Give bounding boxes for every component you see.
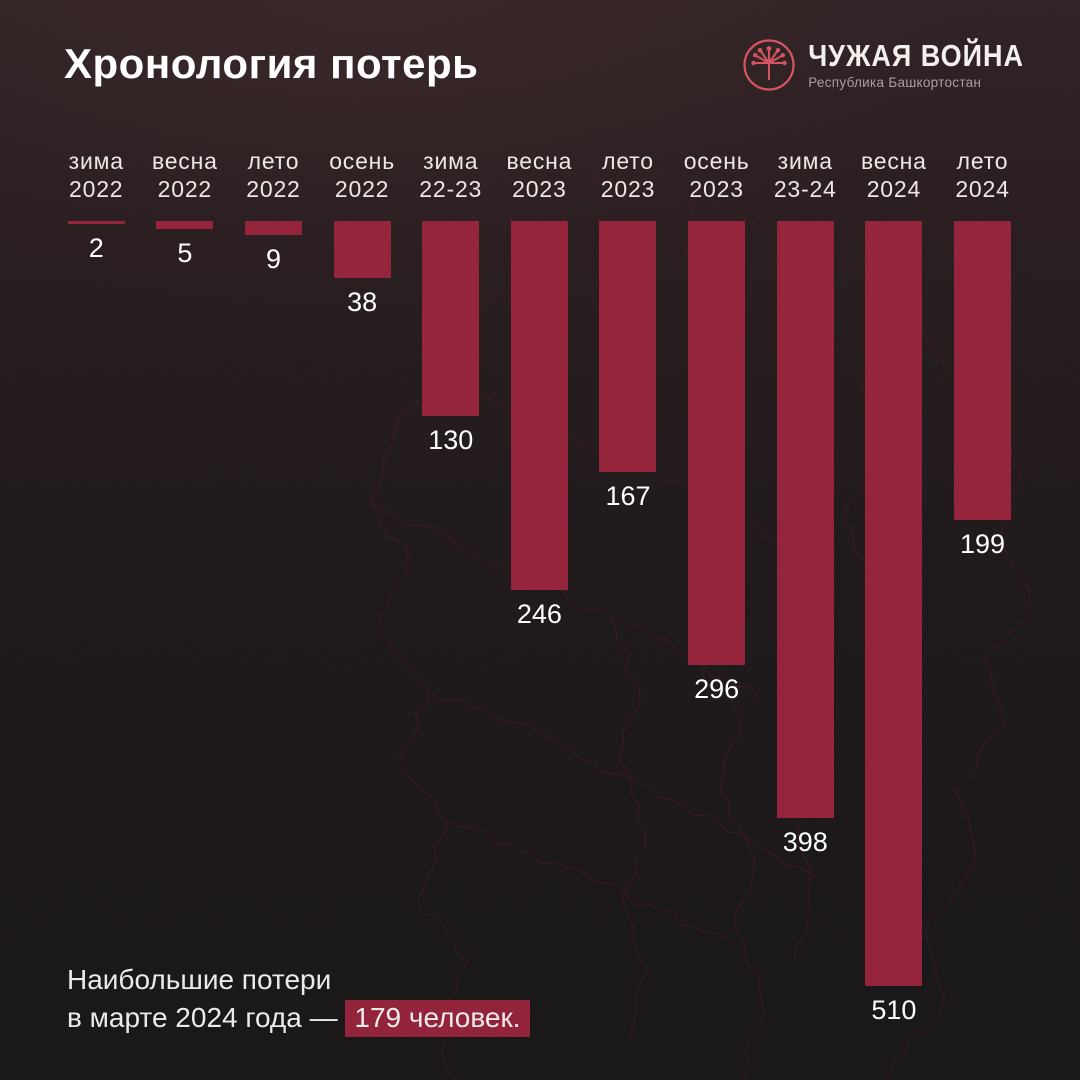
- bar-value-label: 296: [694, 674, 740, 704]
- logo-name: ЧУЖАЯ ВОЙНА: [808, 38, 1024, 73]
- bar: [865, 221, 923, 986]
- annotation-line2: в марте 2024 года — 179 человек.: [67, 999, 530, 1037]
- annotation-line1: Наибольшие потери: [67, 964, 332, 995]
- bar-value-label: 2: [88, 233, 104, 263]
- bar: [333, 221, 391, 278]
- category-label: весна 2022: [151, 148, 218, 202]
- annotation-highlight: 179 человек.: [345, 1000, 530, 1037]
- chart-column: зима 23-24 398: [761, 0, 850, 1080]
- bar-value-label: 38: [347, 287, 378, 317]
- bar: [776, 221, 834, 818]
- chart-column: весна 2023 246: [495, 0, 584, 1080]
- kurai-flower-icon: [743, 39, 795, 91]
- category-label: лето 2024: [955, 148, 1010, 202]
- bar: [156, 221, 214, 229]
- bar: [954, 221, 1011, 520]
- logo-text: ЧУЖАЯ ВОЙНА Республика Башкортостан: [808, 38, 1024, 90]
- bar-value-label: 9: [265, 244, 281, 274]
- annotation-line2-prefix: в марте 2024 года —: [67, 1002, 346, 1033]
- bar-value-label: 199: [959, 529, 1006, 559]
- chart-column: осень 2023 296: [672, 0, 761, 1080]
- category-label: осень 2022: [329, 148, 395, 202]
- bar-value-label: 167: [605, 481, 651, 511]
- category-label: лето 2023: [600, 148, 656, 202]
- logo: ЧУЖАЯ ВОЙНА Республика Башкортостан: [742, 38, 1024, 92]
- bar: [688, 221, 746, 665]
- chart-column: лето 2023 167: [584, 0, 673, 1080]
- bar-value-label: 130: [428, 425, 474, 455]
- category-label: зима 22-23: [419, 148, 483, 202]
- bar: [422, 221, 480, 416]
- chart-column: зима 22-23 130: [406, 0, 495, 1080]
- chart-column: лето 2022 9: [229, 0, 318, 1080]
- bar: [67, 221, 125, 224]
- category-label: весна 2024: [861, 148, 927, 202]
- category-label: весна 2023: [506, 148, 573, 202]
- chart-column: весна 2022 5: [141, 0, 230, 1080]
- chart-column: лето 2024 199: [938, 0, 1027, 1080]
- bar-value-label: 398: [782, 827, 828, 857]
- chart-column: зима 2022 2: [52, 0, 141, 1080]
- category-label: зима 2022: [68, 148, 124, 202]
- category-label: осень 2023: [683, 148, 750, 202]
- annotation: Наибольшие потери в марте 2024 года — 17…: [67, 961, 530, 1037]
- bar: [510, 221, 568, 590]
- bar-value-label: 510: [871, 995, 917, 1025]
- bar: [244, 221, 302, 235]
- chart-column: осень 2022 38: [318, 0, 407, 1080]
- bar-value-label: 246: [516, 599, 562, 629]
- category-label: зима 23-24: [773, 148, 837, 202]
- page-title: Хронология потерь: [64, 40, 479, 87]
- category-label: лето 2022: [246, 148, 301, 202]
- chart-column: весна 2024 510: [850, 0, 939, 1080]
- bar-value-label: 5: [177, 238, 193, 268]
- bar: [599, 221, 657, 472]
- logo-subtitle: Республика Башкортостан: [808, 74, 982, 90]
